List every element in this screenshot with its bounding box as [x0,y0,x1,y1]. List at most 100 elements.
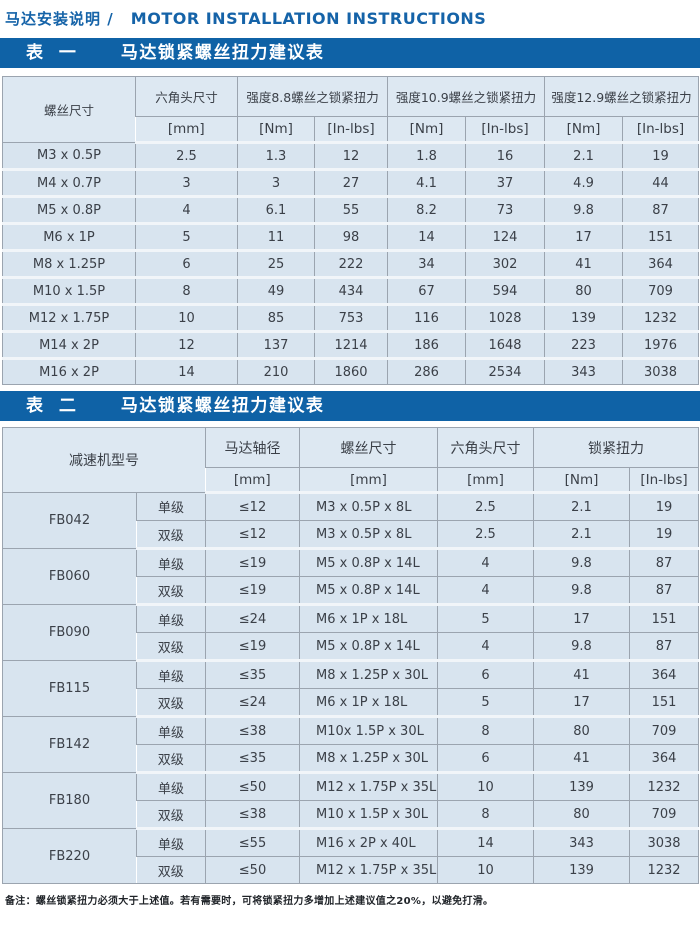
screw-size-cell: M3 x 0.5P [2,142,136,171]
value-cell: 6 [437,744,534,774]
value-cell: ≤50 [205,772,300,801]
screw-spec-cell: M10x 1.5P x 30L [299,716,438,745]
screw-size-cell: M14 x 2P [2,331,136,360]
value-cell: 364 [629,660,699,689]
value-cell: 222 [313,250,388,279]
value-cell: 8 [135,277,238,306]
value-cell: 2.1 [533,520,630,550]
table-row: FB142 单级 ≤38 M10x 1.5P x 30L 8 80 709 [2,716,699,773]
screw-spec-cell: M3 x 0.5P x 8L [299,520,438,550]
screw-spec-cell: M12 x 1.75P x 35L [299,772,438,801]
value-cell: 4 [437,548,534,577]
value-cell: 2.1 [544,142,623,171]
value-cell: 124 [465,223,545,252]
value-cell: 98 [313,223,388,252]
screw-spec-cell: M16 x 2P x 40L [299,828,438,857]
stage-cell: 双级 [136,856,206,884]
table2-banner: 表 二 马达锁紧螺丝扭力建议表 [0,391,700,421]
table2-header-screw: 螺丝尺寸 [299,427,438,468]
value-cell: 116 [387,304,466,333]
value-cell: 1232 [629,856,699,884]
value-cell: 25 [237,250,315,279]
table-row: 双级 ≤24 M6 x 1P x 18L 5 17 151 [3,688,699,718]
value-cell: 10 [135,304,238,333]
value-cell: 87 [629,548,699,577]
value-cell: 85 [237,304,315,333]
screw-size-cell: M6 x 1P [2,223,136,252]
table-row: 双级 ≤12 M3 x 0.5P x 8L 2.5 2.1 19 [3,520,699,550]
value-cell: 14 [387,223,466,252]
value-cell: 151 [629,688,699,718]
screw-spec-cell: M6 x 1P x 18L [299,688,438,718]
value-cell: 5 [437,688,534,718]
table2-header-row-2: [mm] [mm] [mm] [Nm] [In-lbs] [3,467,699,494]
table2-header-torque: 锁紧扭力 [533,427,699,468]
reducer-table-2: 减速机型号 马达轴径 螺丝尺寸 六角头尺寸 锁紧扭力 [mm] [mm] [mm… [2,427,699,884]
stage-cell: 双级 [136,520,206,550]
table-row: 双级 ≤50 M12 x 1.75P x 35L 10 139 1232 [3,856,699,884]
value-cell: 41 [544,250,623,279]
value-cell: 1976 [622,331,699,360]
stage-cell: 单级 [136,604,206,633]
value-cell: 364 [629,744,699,774]
table2-unit-hex: [mm] [437,467,534,494]
table2-banner-label: 表 二 [26,396,81,416]
value-cell: 55 [313,196,388,225]
table2-header-shaft: 马达轴径 [205,427,300,468]
table2-header-hex-head: 六角头尺寸 [437,427,534,468]
value-cell: 709 [629,716,699,745]
table1-header-hex-head: 六角头尺寸 [135,76,238,117]
table-row: 双级 ≤19 M5 x 0.8P x 14L 4 9.8 87 [3,576,699,606]
page-title-zh: 马达安装说明 / [5,10,114,28]
value-cell: 2534 [465,358,545,385]
value-cell: 594 [465,277,545,306]
value-cell: 4.1 [387,169,466,198]
screw-spec-cell: M6 x 1P x 18L [299,604,438,633]
value-cell: 41 [533,660,630,689]
value-cell: ≤19 [205,548,300,577]
table1-header-grade-12-9: 强度12.9螺丝之锁紧扭力 [544,76,699,117]
table2-unit-inlbs: [In-lbs] [629,467,699,494]
value-cell: ≤12 [205,492,300,521]
table1-header-row-1: 螺丝尺寸 六角头尺寸 强度8.8螺丝之锁紧扭力 强度10.9螺丝之锁紧扭力 强度… [2,76,699,143]
model-cell: FB180 [2,772,137,829]
value-cell: 37 [465,169,545,198]
value-cell: 19 [622,142,699,171]
table1-header-grade-8-8: 强度8.8螺丝之锁紧扭力 [236,76,388,117]
table2-unit-shaft: [mm] [205,467,300,494]
table-row: FB060 单级 ≤19 M5 x 0.8P x 14L 4 9.8 87 [2,548,699,605]
value-cell: 44 [622,169,699,198]
value-cell: 1.3 [237,142,315,171]
screw-size-cell: M5 x 0.8P [2,196,136,225]
value-cell: 17 [533,688,630,718]
value-cell: 8.2 [387,196,466,225]
value-cell: 5 [437,604,534,633]
table2-banner-title: 马达锁紧螺丝扭力建议表 [120,396,325,416]
value-cell: ≤19 [205,632,300,662]
value-cell: 14 [135,358,238,385]
table2-body: FB042 单级 ≤12 M3 x 0.5P x 8L 2.5 2.1 19 双级 ≤12 M3 … [2,492,699,884]
value-cell: 1214 [313,331,388,360]
value-cell: 17 [544,223,623,252]
table-row: M3 x 0.5P 2.5 1.3 12 1.8 16 2.1 19 [2,142,699,171]
table2-header-row-1: 减速机型号 马达轴径 螺丝尺寸 六角头尺寸 锁紧扭力 [2,427,699,493]
value-cell: 1232 [629,772,699,801]
stage-cell: 单级 [136,716,206,745]
table2-header-model: 减速机型号 [2,427,206,493]
screw-spec-cell: M3 x 0.5P x 8L [299,492,438,521]
model-cell: FB090 [2,604,137,661]
screw-spec-cell: M10 x 1.5P x 30L [299,800,438,830]
value-cell: 2.5 [135,142,238,171]
table1-unit-inlbs-2: [In-lbs] [465,116,545,144]
value-cell: 753 [313,304,388,333]
value-cell: 10 [437,856,534,884]
value-cell: 17 [533,604,630,633]
value-cell: 67 [387,277,466,306]
stage-cell: 双级 [136,576,206,606]
value-cell: 6 [135,250,238,279]
screw-spec-cell: M8 x 1.25P x 30L [299,744,438,774]
screw-size-cell: M4 x 0.7P [2,169,136,198]
table-row: 双级 ≤35 M8 x 1.25P x 30L 6 41 364 [3,744,699,774]
table-row: FB180 单级 ≤50 M12 x 1.75P x 35L 10 139 1232 [2,772,699,829]
table-row: M10 x 1.5P 8 49 434 67 594 80 709 [2,277,699,306]
